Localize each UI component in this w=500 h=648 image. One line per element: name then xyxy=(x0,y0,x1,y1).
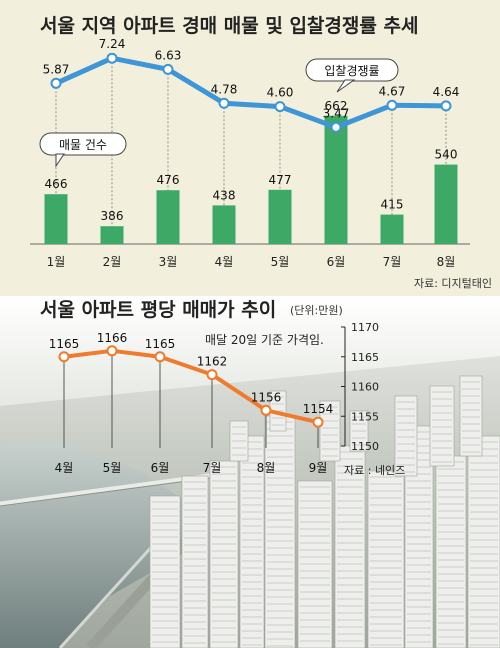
price-point xyxy=(106,345,118,357)
price-label: 1165 xyxy=(49,337,80,351)
auction-panel: 서울 지역 아파트 경매 매물 및 입찰경쟁률 추세 466 1월 386 2월 476… xyxy=(0,0,500,296)
rate-label: 3.47 xyxy=(323,106,350,120)
rate-label: 5.87 xyxy=(43,62,70,76)
x-tick-label: 6월 xyxy=(327,255,346,269)
price-label: 1166 xyxy=(97,331,128,345)
legend-bar-pointer xyxy=(55,153,65,168)
chart1-title: 서울 지역 아파트 경매 매물 및 입찰경쟁률 추세 xyxy=(40,15,418,37)
price-point xyxy=(58,351,70,363)
bar-label: 386 xyxy=(101,209,124,223)
chart2-title: 서울 아파트 평당 매매가 추이 xyxy=(40,299,276,321)
x-tick-label: 4월 xyxy=(55,461,74,475)
price-line xyxy=(63,348,319,425)
price-label: 1156 xyxy=(251,390,282,404)
x-tick-label: 5월 xyxy=(103,461,122,475)
rate-label: 4.64 xyxy=(433,85,460,99)
chart2-unit: (단위:만원) xyxy=(290,304,343,317)
y-tick-label: 1155 xyxy=(351,410,379,423)
bar xyxy=(100,226,124,244)
bar-label: 466 xyxy=(45,177,68,191)
x-tick-label: 9월 xyxy=(309,461,328,475)
chart1-source: 자료: 디지털태인 xyxy=(414,277,492,290)
bar xyxy=(380,214,404,244)
y-tick-label: 1150 xyxy=(351,440,379,453)
bar xyxy=(434,164,458,244)
rate-point xyxy=(106,52,118,64)
x-tick-label: 4월 xyxy=(215,255,234,269)
y-tick-label: 1160 xyxy=(351,381,379,394)
bar xyxy=(268,189,292,244)
price-point xyxy=(206,369,218,381)
rate-point xyxy=(218,97,230,109)
bar-label: 477 xyxy=(269,173,292,187)
bar-label: 476 xyxy=(157,173,180,187)
y-tick-label: 1170 xyxy=(351,321,379,334)
price-panel: 서울 아파트 평당 매매가 추이 (단위:만원) 매달 20일 기준 가격임. … xyxy=(0,296,500,648)
bar-label: 662 xyxy=(325,99,348,113)
x-tick-label: 7월 xyxy=(383,255,402,269)
x-tick-label: 7월 xyxy=(203,461,222,475)
price-point xyxy=(312,416,324,428)
rate-point xyxy=(50,77,62,89)
x-tick-label: 5월 xyxy=(271,255,290,269)
rate-point xyxy=(440,100,452,112)
rate-point xyxy=(386,99,398,111)
price-label: 1162 xyxy=(197,355,228,369)
bar-label: 540 xyxy=(435,148,458,162)
x-tick-label: 2월 xyxy=(103,255,122,269)
legend-bar-label: 매물 건수 xyxy=(59,138,107,152)
chart2-annotation: 매달 20일 기준 가격임. xyxy=(205,333,324,347)
x-tick-label: 8월 xyxy=(437,255,456,269)
price-point xyxy=(154,351,166,363)
bar xyxy=(44,194,68,244)
rate-label: 4.60 xyxy=(267,86,294,100)
rate-point xyxy=(330,121,342,133)
rate-label: 4.78 xyxy=(211,82,238,96)
x-tick-label: 8월 xyxy=(257,461,276,475)
rate-label: 4.67 xyxy=(379,84,406,98)
x-tick-label: 6월 xyxy=(151,461,170,475)
bar xyxy=(212,205,236,244)
bar xyxy=(156,190,180,244)
bar-label: 415 xyxy=(381,198,404,212)
auction-chart: 서울 지역 아파트 경매 매물 및 입찰경쟁률 추세 466 1월 386 2월 476… xyxy=(30,15,492,290)
x-tick-label: 3월 xyxy=(159,255,178,269)
chart2-source: 자료 : 네인즈 xyxy=(344,464,405,477)
legend-line-pointer xyxy=(336,79,356,93)
rate-line xyxy=(54,55,447,130)
price-chart: 서울 아파트 평당 매매가 추이 (단위:만원) 매달 20일 기준 가격임. … xyxy=(0,296,500,648)
bar xyxy=(324,115,348,244)
rate-label: 6.63 xyxy=(155,48,182,62)
y-tick-label: 1165 xyxy=(351,351,379,364)
rate-point xyxy=(162,63,174,75)
legend-line-label: 입찰경쟁률 xyxy=(324,64,379,78)
legend-bar-box xyxy=(39,132,127,156)
price-label: 1154 xyxy=(303,402,334,416)
price-label: 1165 xyxy=(145,337,176,351)
x-tick-label: 1월 xyxy=(47,255,66,269)
rate-label: 7.24 xyxy=(99,37,126,51)
price-point xyxy=(260,404,272,416)
rate-point xyxy=(274,101,286,113)
bar-label: 438 xyxy=(213,188,236,202)
